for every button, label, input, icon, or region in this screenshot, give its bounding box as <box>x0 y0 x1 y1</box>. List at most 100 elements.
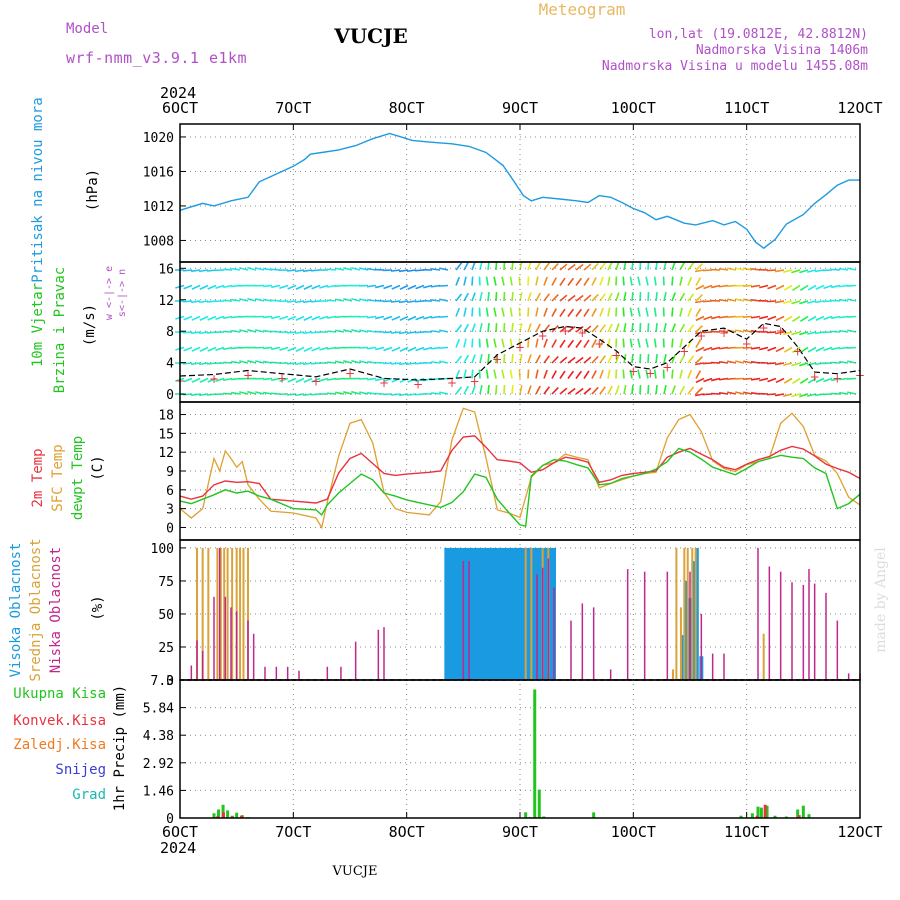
wind-arrow <box>846 346 857 349</box>
wind-arrow <box>846 377 857 380</box>
wind-arrow <box>391 315 401 321</box>
mid-cloud-bar <box>196 547 198 680</box>
wind-arrow <box>567 277 575 286</box>
y-tick-label: 4.38 <box>143 729 174 744</box>
wind-arrow <box>807 315 817 322</box>
wind-arrow <box>190 269 201 273</box>
wind-arrow <box>551 262 559 271</box>
wind-arrow <box>750 346 761 350</box>
high-cloud-bar <box>495 547 500 680</box>
wind-arrow <box>495 322 498 333</box>
wind-arrow <box>198 362 209 366</box>
wind-arrow <box>767 346 777 352</box>
wind-arrow <box>485 338 489 348</box>
low-cloud-bar <box>541 567 544 680</box>
high-cloud-bar <box>478 547 483 680</box>
mid-cloud-bar <box>216 547 219 680</box>
wind-arrow <box>629 276 633 286</box>
wind-arrow <box>463 369 467 379</box>
wind-arrow <box>487 291 490 302</box>
wind-arrow <box>783 300 793 305</box>
wind-arrow <box>511 384 514 395</box>
wind-unit: (m/s) <box>82 304 98 346</box>
wind-arrow <box>414 300 425 303</box>
cloud-ylabel-high: Visoka Oblacnost <box>8 543 24 678</box>
low-cloud-bar <box>383 627 385 680</box>
wind-arrow <box>575 356 584 364</box>
wind-arrow <box>799 346 809 354</box>
wind-gust-marker: + <box>492 353 502 367</box>
wind-arrow <box>645 276 649 286</box>
wind-arrow <box>358 284 369 287</box>
wind-arrow <box>622 307 625 317</box>
high-cloud-bar <box>457 547 462 680</box>
wind-arrow <box>287 315 297 321</box>
low-cloud-bar <box>264 666 266 680</box>
y-tick-label: 9 <box>166 465 174 480</box>
wind-arrow <box>807 269 817 273</box>
y-tick-label: 1.46 <box>143 784 174 799</box>
wind-arrow <box>838 315 849 319</box>
wind-arrow <box>631 384 634 395</box>
wind-arrow <box>414 269 425 272</box>
wind-arrow <box>551 339 557 348</box>
wind-arrow <box>599 262 606 271</box>
wind-arrow <box>831 284 841 289</box>
wind-arrow <box>398 269 409 273</box>
wind-arrow <box>407 346 417 352</box>
wind-arrow <box>471 323 476 333</box>
wind-arrow <box>407 377 417 383</box>
wind-arrow <box>351 390 361 395</box>
wind-arrow <box>262 329 273 333</box>
wind-gust-marker: + <box>662 360 672 374</box>
wind-arrow <box>439 329 449 333</box>
wind-arrow <box>583 356 592 364</box>
wind-arrow <box>575 325 584 333</box>
high-cloud-bar <box>474 547 479 680</box>
wind-gust-marker: + <box>719 326 729 340</box>
precip-total-bar <box>759 807 763 818</box>
wind-arrow <box>702 269 713 272</box>
wind-arrow <box>239 391 249 395</box>
low-cloud-bar <box>224 596 227 680</box>
wind-arrow <box>775 346 785 353</box>
wind-arrow <box>767 377 777 383</box>
y-tick-label: 6 <box>166 484 174 499</box>
wind-gust-marker: + <box>560 324 570 338</box>
high-cloud-bar <box>485 547 490 680</box>
wind-arrow <box>230 315 241 319</box>
wind-arrow <box>501 307 505 317</box>
wind-arrow <box>222 268 233 271</box>
wind-arrow <box>687 307 693 317</box>
wind-arrow <box>478 276 481 286</box>
wind-arrow <box>727 391 737 395</box>
wind-arrow <box>846 315 857 318</box>
wind-arrow <box>527 323 532 333</box>
wind-gust-marker: + <box>793 345 803 359</box>
wind-arrow <box>286 300 297 303</box>
wind-arrow <box>366 329 377 333</box>
wind-arrow <box>406 269 417 273</box>
wind-arrow <box>478 369 481 379</box>
wind-arrow <box>190 393 201 397</box>
wind-arrow <box>319 346 329 351</box>
wind-arrow <box>551 293 559 302</box>
wind-arrow <box>807 362 817 366</box>
wind-arrow <box>742 377 753 380</box>
wind-arrow <box>414 393 425 396</box>
low-cloud-bar <box>326 666 329 680</box>
wind-arrow <box>509 307 513 317</box>
wind-arrow <box>478 338 481 348</box>
wind-arrow <box>695 325 703 333</box>
wind-arrow <box>239 360 249 364</box>
wind-arrow <box>750 267 761 271</box>
wind-arrow <box>190 331 201 335</box>
wind-arrow <box>663 354 667 364</box>
wind-arrow <box>487 353 490 364</box>
wind-arrow <box>343 267 353 271</box>
precip-total-bar <box>212 813 216 818</box>
high-cloud-bar <box>548 547 553 680</box>
wind-arrow <box>255 329 265 333</box>
low-cloud-bar <box>711 653 714 680</box>
low-cloud-bar <box>218 547 221 680</box>
